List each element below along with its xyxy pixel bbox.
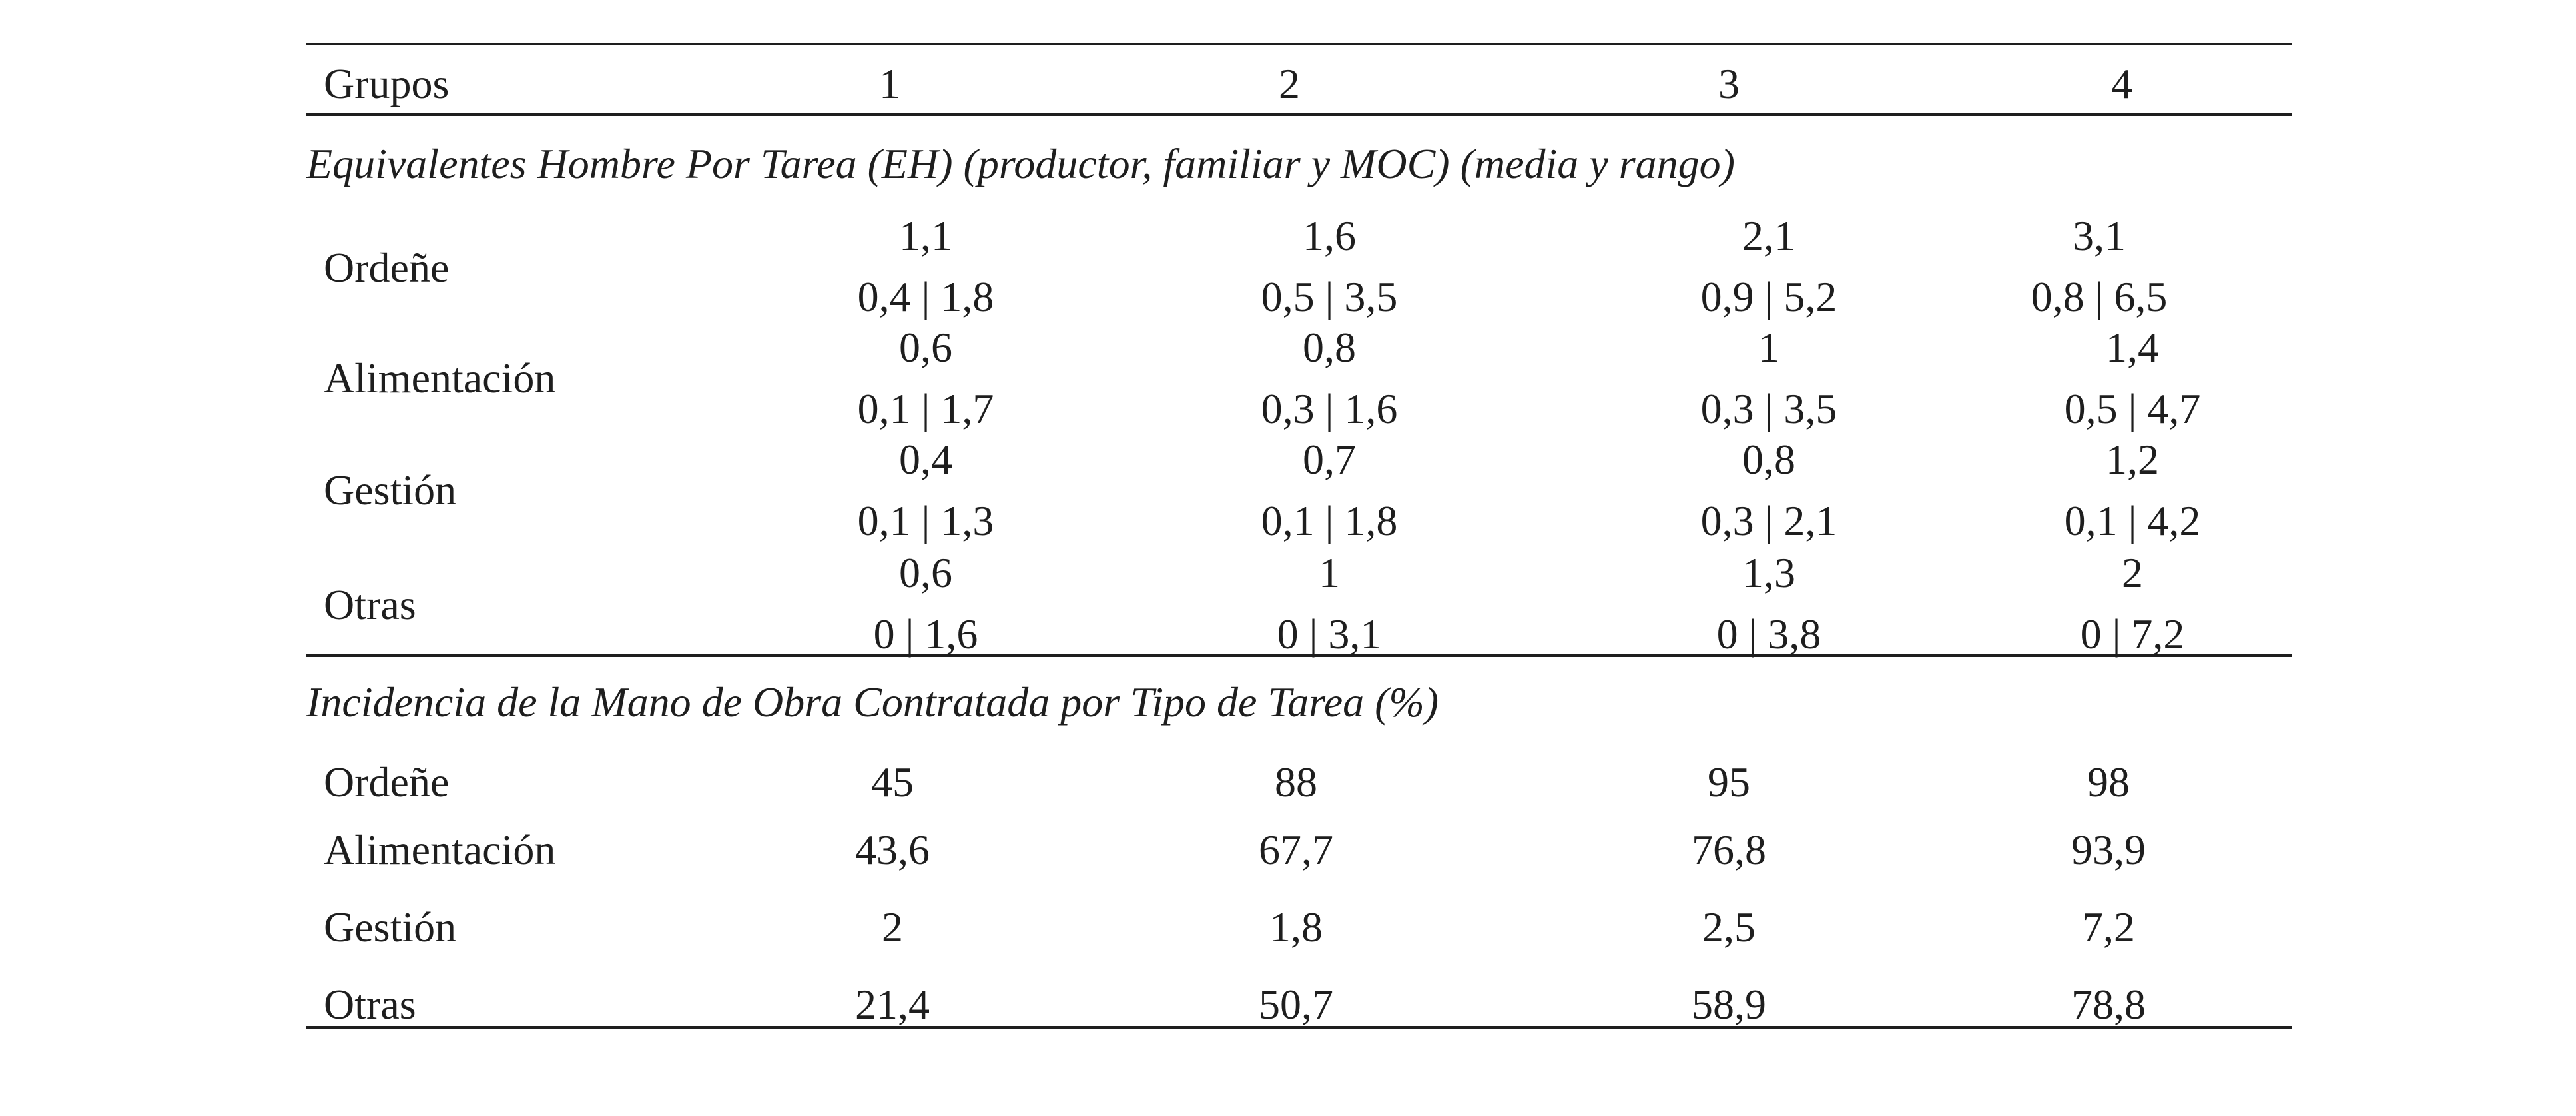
mean-value: 0,6 <box>899 549 952 596</box>
mean-value: 0,8 <box>1303 324 1356 371</box>
range-value: 0 | 1,6 <box>873 610 978 658</box>
mean-value: 1,3 <box>1742 549 1795 596</box>
mean-value: 1 <box>1319 549 1340 596</box>
mean-value: 2 <box>2122 549 2143 596</box>
percent-value: 95 <box>1708 758 1750 806</box>
mean-value: 1,6 <box>1303 212 1356 259</box>
mean-value: 2,1 <box>1742 212 1795 259</box>
range-value: 0,1 | 1,7 <box>857 385 994 432</box>
mean-value: 1,2 <box>2106 436 2159 483</box>
percent-value: 43,6 <box>855 826 930 873</box>
percent-value: 21,4 <box>855 981 930 1028</box>
percent-value: 88 <box>1275 758 1317 806</box>
percent-value: 58,9 <box>1692 981 1766 1028</box>
section1-row-label: Alimentación <box>324 354 556 402</box>
mean-value: 1,4 <box>2106 324 2159 371</box>
range-value: 0,1 | 1,8 <box>1261 497 1398 544</box>
range-value: 0,9 | 5,2 <box>1700 273 1837 320</box>
range-value: 0,3 | 1,6 <box>1261 385 1398 432</box>
section1-title: Equivalentes Hombre Por Tarea (EH) (prod… <box>306 140 1735 187</box>
section2-row-label: Gestión <box>324 903 457 951</box>
range-value: 0,8 | 6,5 <box>2031 273 2168 320</box>
range-value: 0,1 | 4,2 <box>2064 497 2201 544</box>
section2-row-label: Otras <box>324 981 416 1028</box>
header-group-3: 3 <box>1718 60 1740 107</box>
top-rule <box>306 43 2292 45</box>
header-group-4: 4 <box>2111 60 2132 107</box>
section2-row-label: Alimentación <box>324 826 556 873</box>
range-value: 0 | 7,2 <box>2080 610 2185 658</box>
percent-value: 1,8 <box>1269 903 1323 951</box>
range-value: 0 | 3,1 <box>1277 610 1382 658</box>
mean-value: 0,4 <box>899 436 952 483</box>
header-group-2: 2 <box>1279 60 1300 107</box>
range-value: 0,3 | 2,1 <box>1700 497 1837 544</box>
header-group-1: 1 <box>879 60 900 107</box>
percent-value: 45 <box>871 758 914 806</box>
percent-value: 2 <box>882 903 903 951</box>
bottom-rule <box>306 1026 2292 1029</box>
range-value: 0,4 | 1,8 <box>857 273 994 320</box>
range-value: 0 | 3,8 <box>1716 610 1821 658</box>
mean-value: 0,6 <box>899 324 952 371</box>
section2-title: Incidencia de la Mano de Obra Contratada… <box>306 678 1439 726</box>
mean-value: 3,1 <box>2073 212 2126 259</box>
percent-value: 7,2 <box>2082 903 2135 951</box>
header-rule <box>306 113 2292 116</box>
percent-value: 2,5 <box>1702 903 1756 951</box>
section-rule <box>306 654 2292 657</box>
percent-value: 93,9 <box>2071 826 2146 873</box>
mean-value: 0,8 <box>1742 436 1795 483</box>
header-label: Grupos <box>324 60 450 107</box>
mean-value: 0,7 <box>1303 436 1356 483</box>
percent-value: 67,7 <box>1259 826 1333 873</box>
percent-value: 50,7 <box>1259 981 1333 1028</box>
section1-row-label: Otras <box>324 581 416 628</box>
mean-value: 1,1 <box>899 212 952 259</box>
section1-row-label: Gestión <box>324 466 457 514</box>
range-value: 0,1 | 1,3 <box>857 497 994 544</box>
section2-row-label: Ordeñe <box>324 758 450 806</box>
range-value: 0,3 | 3,5 <box>1700 385 1837 432</box>
range-value: 0,5 | 4,7 <box>2064 385 2201 432</box>
mean-value: 1 <box>1758 324 1779 371</box>
percent-value: 98 <box>2087 758 2130 806</box>
percent-value: 78,8 <box>2071 981 2146 1028</box>
percent-value: 76,8 <box>1692 826 1766 873</box>
range-value: 0,5 | 3,5 <box>1261 273 1398 320</box>
data-table: Grupos 1 2 3 4 Equivalentes Hombre Por T… <box>306 43 2292 1042</box>
section1-row-label: Ordeñe <box>324 244 450 291</box>
